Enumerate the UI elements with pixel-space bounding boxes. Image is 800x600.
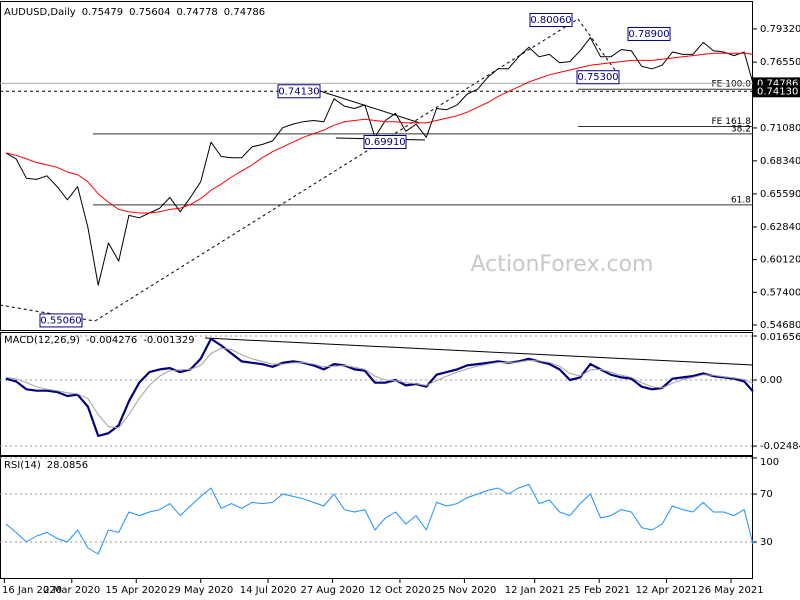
panel-header: MACD(12,26,9): [4, 335, 80, 346]
x-tick-label: 12 Oct 2020: [369, 585, 431, 596]
y-tick-label: 0.71080: [760, 123, 800, 134]
x-tick-label: 14 Jul 2020: [240, 585, 297, 596]
series-line: [5, 37, 754, 286]
level-tag: 0.74130: [757, 86, 798, 97]
x-tick-label: 25 Nov 2020: [432, 585, 496, 596]
panel-header: -0.001329: [143, 335, 194, 346]
y-tick-label: 30: [760, 537, 773, 548]
y-tick-label: 0.57400: [760, 287, 800, 298]
x-tick-label: 25 Feb 2021: [568, 585, 630, 596]
annotation-label: 0.80060: [530, 15, 571, 26]
trend-line: [577, 18, 616, 71]
x-tick-label: 29 May 2020: [168, 585, 233, 596]
series-line: [5, 483, 754, 555]
trend-line: [319, 90, 421, 124]
panel-frame: [0, 456, 753, 579]
panel-header: 28.0856: [47, 460, 88, 471]
y-tick-label: -0.02484: [760, 441, 800, 452]
y-tick-label: 0.54680: [760, 320, 800, 331]
x-tick-label: 12 Apr 2021: [636, 585, 698, 596]
annotation-box: [277, 84, 321, 99]
annotation-box: [363, 134, 407, 149]
panel-header: -0.004276: [86, 335, 137, 346]
annotation-label: 0.78900: [628, 29, 669, 40]
y-tick-label: 0.016567: [760, 332, 800, 343]
annotation-label: 0.55060: [40, 315, 81, 326]
panel-header: 0.74778: [176, 7, 217, 18]
level-label: FE 161.8: [712, 117, 752, 127]
level-label: FE 100.0: [712, 80, 752, 90]
panel-header: AUDUSD,Daily: [4, 7, 76, 18]
watermark: ActionForex.com: [471, 252, 654, 277]
annotation-box: [576, 70, 620, 85]
annotation-box: [529, 13, 573, 28]
level-tag-box: [753, 85, 800, 98]
y-tick-label: 100: [760, 457, 779, 468]
y-tick-label: 0.62840: [760, 222, 800, 233]
current-price-tag: 0.74786: [757, 78, 798, 89]
level-label: 61.8: [731, 195, 751, 205]
y-tick-label: 0.60120: [760, 255, 800, 266]
annotation-label: 0.75300: [577, 72, 618, 83]
panel-header: RSI(14): [4, 460, 41, 471]
annotation-label: 0.74130: [278, 86, 319, 97]
y-tick-label: 0.79320: [760, 24, 800, 35]
y-tick-label: 0.76550: [760, 57, 800, 68]
y-tick-label: 0.68340: [760, 156, 800, 167]
x-tick-label: 26 May 2021: [698, 585, 763, 596]
x-tick-label: 27 Aug 2020: [301, 585, 365, 596]
x-tick-label: 2 Mar 2020: [43, 585, 100, 596]
panel-header: 0.75604: [129, 7, 170, 18]
panel-header: 0.74786: [224, 7, 265, 18]
annotation-box: [39, 313, 83, 328]
series-line: [5, 52, 754, 214]
series-line: [5, 347, 754, 429]
series-line: [5, 337, 754, 437]
panel-frame: [0, 332, 753, 456]
x-tick-label: 12 Jan 2021: [505, 585, 565, 596]
panel-frame: [0, 1, 753, 331]
trend-line: [204, 337, 754, 366]
y-tick-label: 0.65590: [760, 189, 800, 200]
panel-header: 0.75479: [82, 7, 123, 18]
x-tick-label: 15 Apr 2020: [105, 585, 167, 596]
panel-frames: [0, 1, 753, 579]
y-tick-label: 70: [760, 489, 773, 500]
annotation-box: [627, 26, 671, 41]
y-tick-label: 0.00: [760, 375, 782, 386]
annotation-label: 0.69910: [364, 137, 405, 148]
x-tick-label: 16 Jan 2020: [2, 585, 62, 596]
level-label: 38.2: [731, 124, 751, 134]
